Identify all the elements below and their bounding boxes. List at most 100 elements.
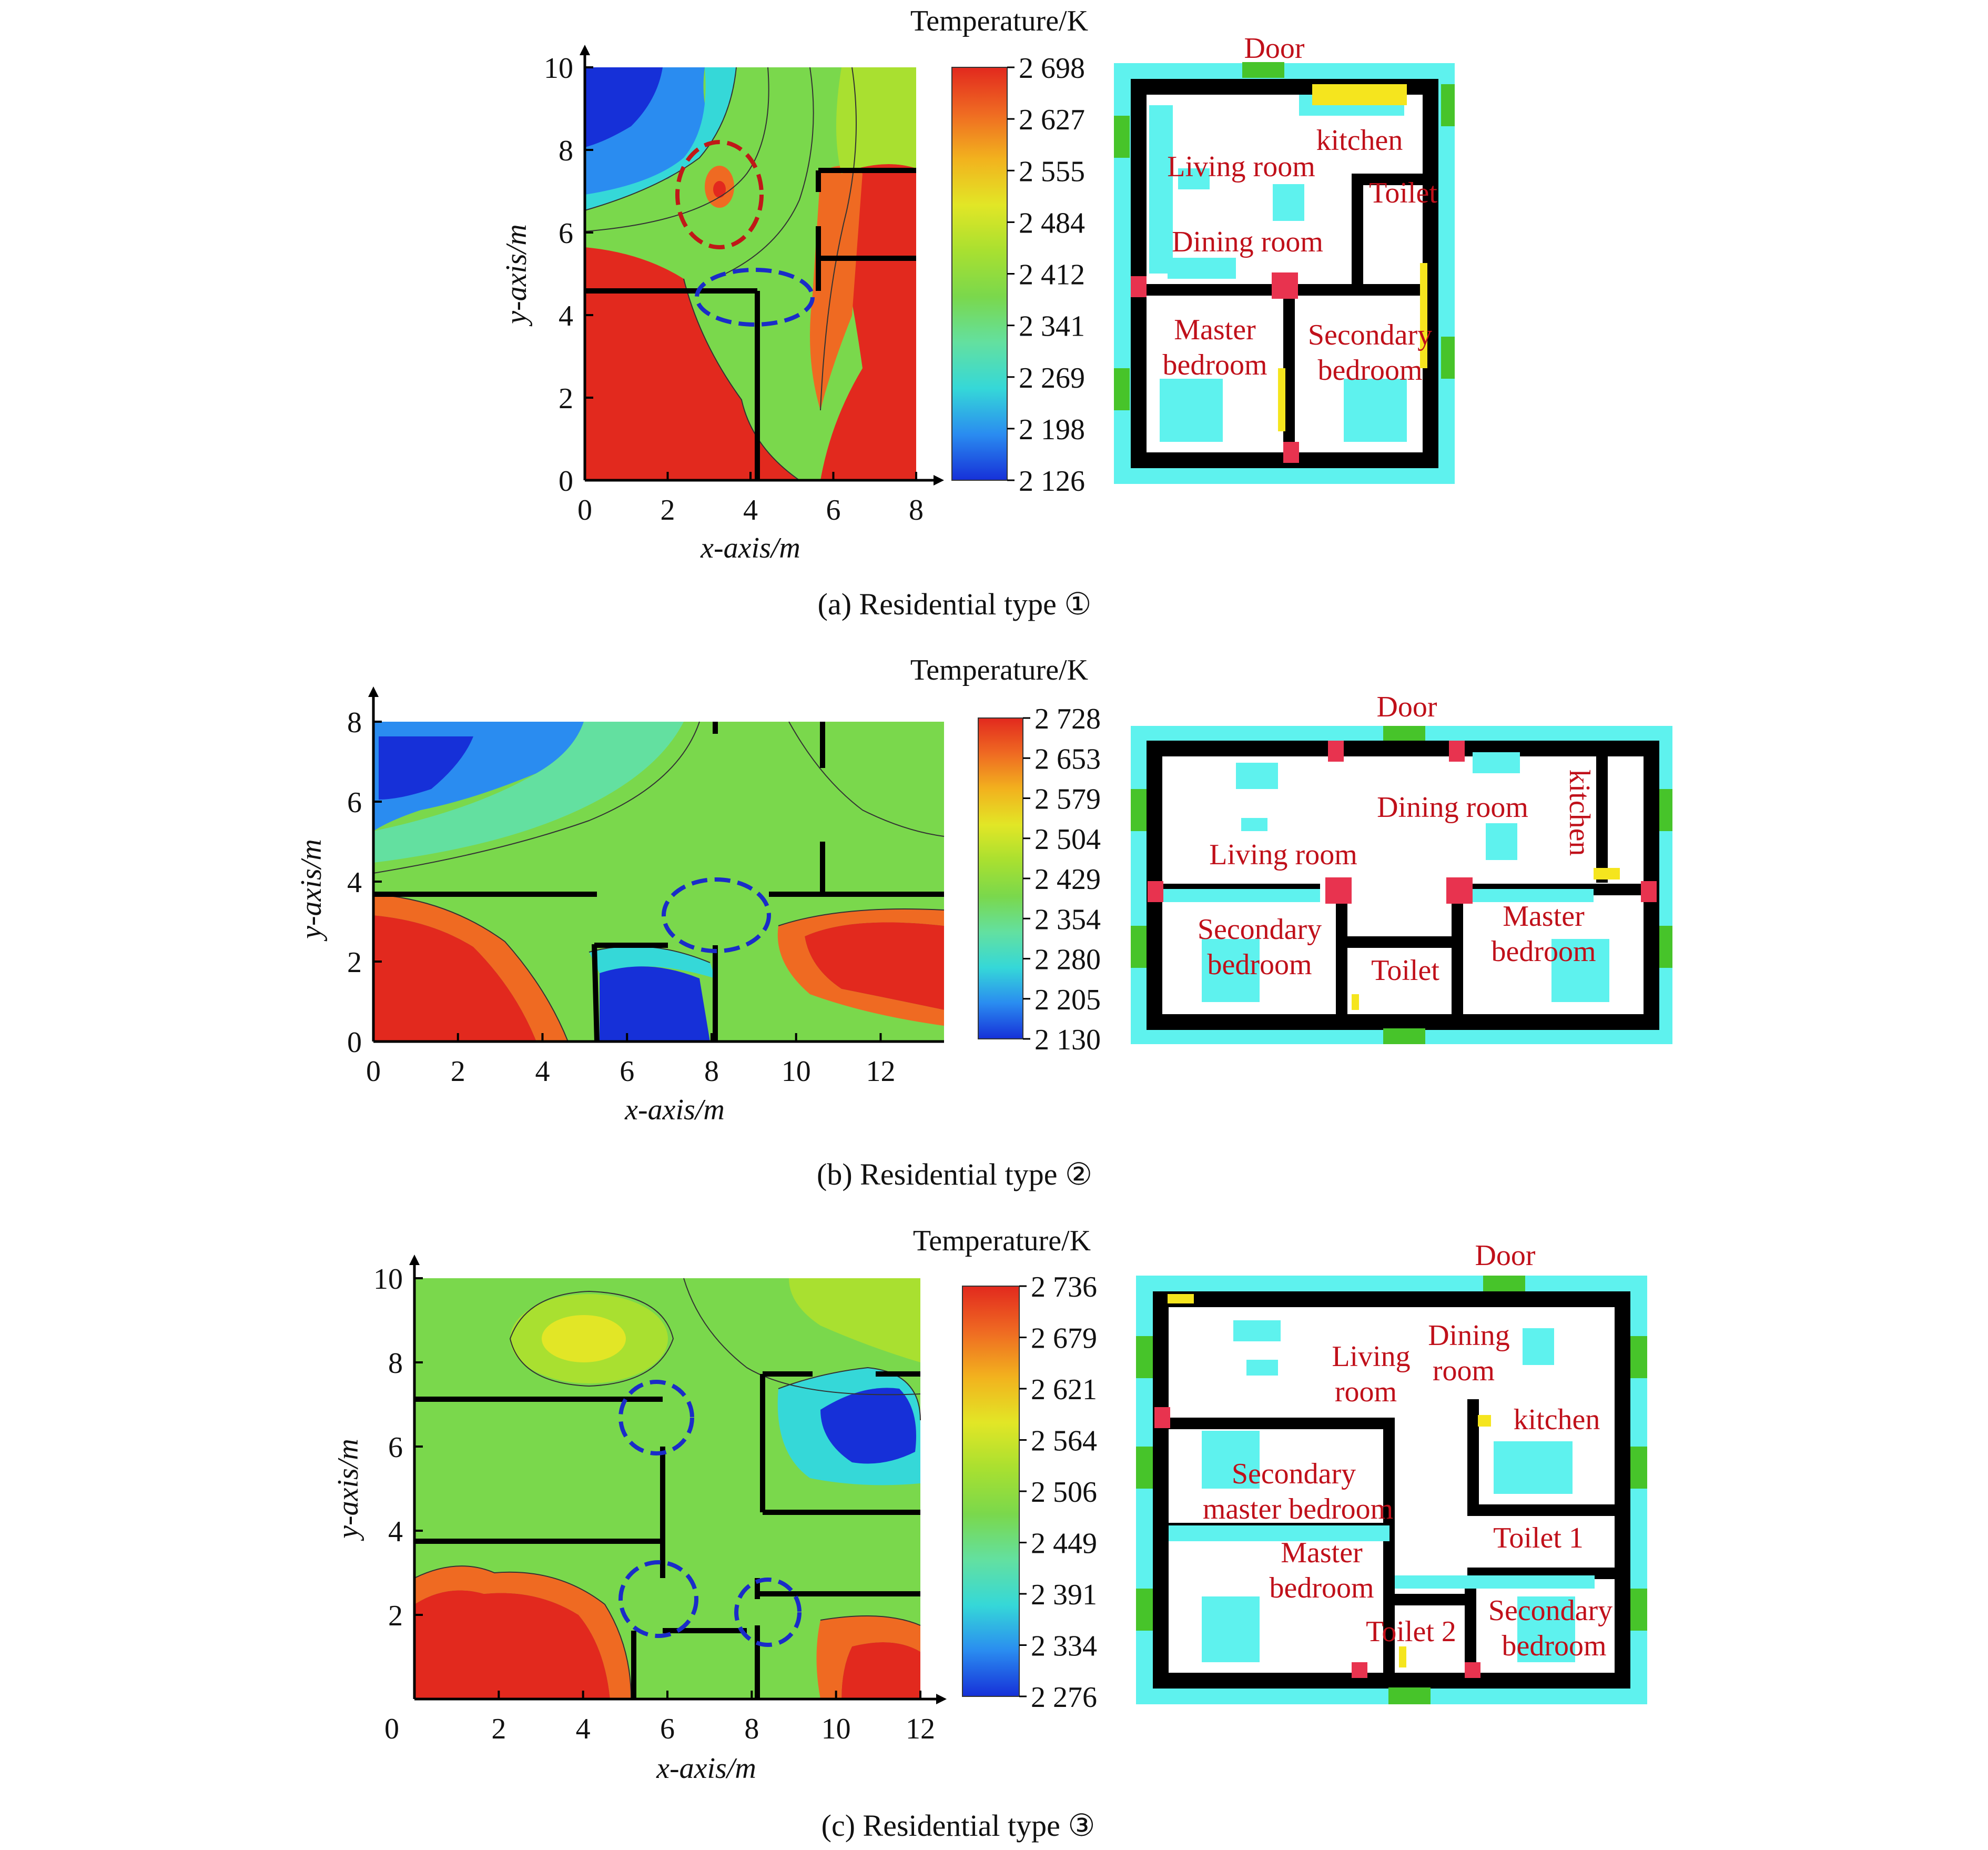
plan-b-furniture-7 [1162,889,1320,902]
plan-c-label-secondary-bedroom: bedroom [1502,1630,1606,1662]
plan-b-furniture-2 [1241,818,1267,831]
colorbar-tick-label: 2 126 [1019,465,1085,498]
plan-c-wall-int-4 [1467,1399,1479,1504]
plan-b-yellow-2 [1352,994,1359,1010]
wall-b-2 [592,944,600,1042]
heatmap-c-contour-4 [683,1278,921,1396]
y-axis-label-a: y-axis/m [500,224,533,327]
colorbar-title-a: Temperature/K [910,5,1088,37]
plan-a-wall-int-3 [1283,296,1295,452]
colorbar-tick-label: 2 698 [1019,52,1085,85]
plan-b-window-2 [1131,789,1147,831]
colorbar-tick-label: 2 341 [1019,310,1085,343]
plan-b-label-door: Door [1376,691,1437,723]
plan-b-window-5 [1659,926,1672,968]
y-axis-arrow-a [580,45,590,55]
plan-c-furniture-9 [1395,1575,1595,1589]
panel-a: 0 2 4 6 8 0 2 4 6 8 10 x-axis/m y-axis/m Temperatu… [500,5,1455,621]
heatmap-a-blue-core [585,67,663,147]
plan-c-label-secondary-master: Secondary [1232,1458,1356,1490]
colorbar-tick-label: 2 276 [1031,1681,1097,1714]
y-tick-label: 4 [559,300,573,332]
colorbar-ticks-c: 2 736 2 679 2 621 2 564 2 506 2 449 2 391 2 334… [1019,1271,1097,1714]
plan-a-label-dining-room: Dining room [1172,226,1323,258]
heatmap-c-contour-1 [509,1290,674,1387]
caption-c: (c) Residential type ③ [821,1808,1096,1843]
heatmap-c-red-bottom-right [841,1642,920,1699]
plan-c-furniture-8 [1169,1525,1389,1541]
heatmap-a-orange-right [810,166,863,410]
plan-a-door-2 [1131,276,1147,297]
plan-b-furniture-3 [1473,752,1520,773]
plan-a-label-toilet: Toilet [1369,177,1437,209]
colorbar-tick-label: 2 621 [1031,1373,1097,1406]
heatmap-a-contour-1 [584,67,737,211]
plan-b-wall-int-5 [1346,936,1452,948]
plan-c-wall-int-8 [1395,1594,1466,1605]
axes-a [583,50,939,482]
x-axis-label-b: x-axis/m [624,1094,725,1126]
colorbar-tick-label: 2 555 [1019,155,1085,188]
plan-b-furniture-8 [1473,889,1594,902]
plan-c-label-door: Door [1475,1239,1535,1272]
heatmap-a-contour-5 [683,278,800,481]
heatmap-c-contour-2 [414,1565,632,1700]
highlight-circle-blue-c2 [618,1560,698,1638]
plan-a-yellow-2 [1420,263,1427,368]
x-tick-label: 2 [451,1055,465,1088]
colorbar-tick-label: 2 506 [1031,1476,1097,1509]
x-tick-label: 10 [821,1713,851,1745]
x-tick-label: 6 [620,1055,634,1088]
heatmap-b-blue-core [379,736,473,800]
plan-b-label-secondary: Secondary [1198,913,1322,946]
x-axis-label-c: x-axis/m [656,1752,756,1785]
colorbar-tick-label: 2 579 [1034,783,1101,816]
plan-b-door-6 [1449,741,1465,762]
walls-b [373,722,944,1042]
panel-c: 2 4 6 8 10 12 2 4 6 8 10 0 x-axis/m y-axis/m Tempe… [332,1225,1647,1843]
plan-c-label-kitchen: kitchen [1514,1403,1600,1436]
x-tick-label: 10 [782,1055,811,1088]
plan-a-furniture-1 [1149,105,1173,274]
colorbar-tick-label: 2 280 [1034,944,1101,976]
heatmap-b-cyan-band [373,722,684,863]
plan-b-wall-int-3 [1336,894,1347,1014]
walls-c [414,1371,920,1699]
plan-c-label-dining-room: room [1433,1354,1495,1387]
plan-a-wall-int-2 [1294,284,1423,296]
x-tick-label: 8 [744,1713,759,1745]
plan-c-window-3 [1136,1447,1153,1489]
heatmap-b-blue-bottom [600,966,710,1042]
caption-a: (a) Residential type ① [818,587,1092,621]
heatmap-a-hot-core [713,181,726,198]
y-tick-label: 8 [559,135,573,167]
plan-a-window-3 [1114,368,1130,410]
plan-b-door-3 [1148,881,1163,902]
heatmap-b [373,721,945,1042]
x-axis-arrow-c [936,1694,947,1704]
y-tick-label: 8 [347,706,362,739]
plan-b-furniture-5 [1202,939,1260,1002]
plan-a-furniture-4 [1168,258,1236,279]
highlight-circle-blue-c3 [734,1578,802,1647]
plan-a-label-master: Master [1174,314,1256,346]
x-tick-label: 4 [576,1713,591,1745]
plan-a-door-1 [1272,272,1298,299]
heatmap-b-red-right [805,922,944,1010]
y-tick-label: 6 [559,217,573,250]
x-tick-label: 6 [826,494,841,527]
highlight-circle-blue-c1 [618,1380,694,1455]
plan-c-label-living: Living [1332,1340,1410,1373]
plan-c-door-3 [1465,1662,1480,1678]
heatmap-a-contour-4 [820,67,857,411]
panel-b: 0 2 4 6 8 10 12 0 2 4 6 8 x-axis/m y-axis/m Tempera… [295,654,1672,1191]
colorbar-tick-label: 2 449 [1031,1528,1097,1560]
plan-a-yellow-3 [1278,368,1285,431]
colorbar-c [962,1286,1020,1697]
y-tick-label: 2 [388,1600,403,1632]
colorbar-title-c: Temperature/K [913,1225,1091,1257]
axes-b [372,692,944,1043]
y-axis-label-b: y-axis/m [295,839,328,942]
x-tick-label: 0 [366,1055,381,1088]
plan-a-window-1 [1242,62,1284,78]
